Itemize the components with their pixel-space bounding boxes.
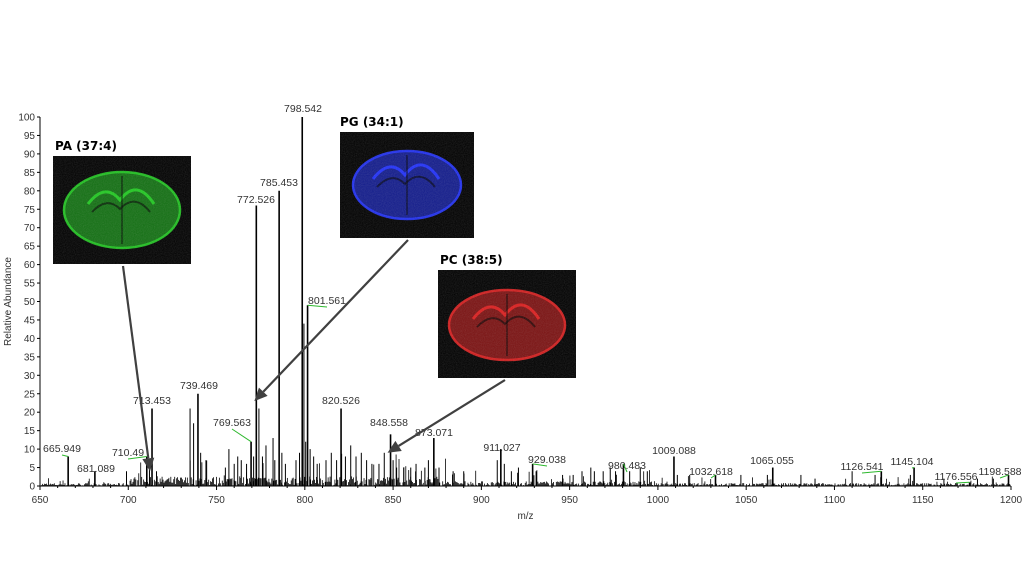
y-tick-label: 0 — [29, 482, 35, 493]
peak-leader-line — [710, 474, 716, 479]
y-tick-label: 25 — [24, 389, 36, 400]
inset-arrow-head — [142, 457, 155, 472]
inset-arrow-head — [254, 387, 268, 402]
y-tick-label: 15 — [24, 426, 36, 437]
tissue-inset: PC (38:5) — [438, 253, 576, 378]
x-tick-label: 700 — [120, 495, 137, 506]
y-tick-label: 35 — [24, 352, 36, 363]
peak-label: 848.558 — [370, 417, 408, 429]
inset-title: PA (37:4) — [55, 139, 117, 153]
inset-arrow-shaft — [121, 265, 150, 459]
peak-leader-line — [955, 481, 970, 484]
y-tick-label: 10 — [24, 445, 36, 456]
peak-leader-line — [127, 455, 147, 460]
tissue-inset: PG (34:1) — [340, 115, 474, 238]
y-tick-label: 55 — [24, 279, 36, 290]
peak-label: 1126.541 — [840, 461, 883, 473]
x-tick-label: 1000 — [647, 495, 670, 506]
peak-leader-line — [231, 428, 252, 443]
y-tick-label: 70 — [24, 223, 36, 234]
y-tick-label: 45 — [24, 315, 36, 326]
y-tick-label: 60 — [24, 260, 36, 271]
inset-arrows — [121, 239, 506, 472]
y-tick-label: 50 — [24, 297, 36, 308]
peak-leader-line — [532, 463, 548, 467]
peak-labels: 665.949 681.089 710.49 713.453 739.469 769.56… — [43, 103, 1022, 484]
y-tick-label: 30 — [24, 371, 36, 382]
peak-leader-line — [61, 454, 69, 457]
peak-label: 713.453 — [133, 395, 171, 407]
peak-leader-line — [622, 463, 628, 473]
y-tick-label: 40 — [24, 334, 36, 345]
inset-title: PC (38:5) — [440, 253, 503, 267]
peak-label: 710.49 — [112, 447, 144, 459]
peak-label: 929.038 — [528, 454, 566, 466]
tissue-image-insets: PA (37:4) PG (34:1) PC (38:5) — [53, 115, 576, 378]
inset-texture — [340, 132, 474, 238]
x-tick-label: 1050 — [735, 495, 758, 506]
inset-arrow-shaft — [262, 239, 409, 393]
y-axis-title: Relative Abundance — [3, 257, 14, 346]
peak-label: 1145.104 — [890, 456, 933, 468]
peak-label: 798.542 — [284, 103, 322, 115]
x-tick-label: 1150 — [912, 495, 934, 506]
inset-arrow-shaft — [398, 379, 506, 447]
peak-label: 769.563 — [213, 417, 251, 429]
peak-label: 1176.556 — [934, 471, 977, 483]
x-tick-label: 800 — [296, 495, 313, 506]
x-tick-label: 650 — [32, 495, 49, 506]
y-tick-label: 65 — [24, 242, 36, 253]
peak-label: 681.089 — [77, 463, 115, 475]
tissue-inset: PA (37:4) — [53, 139, 191, 264]
peak-label: 980.483 — [608, 460, 646, 472]
peak-label: 785.453 — [260, 177, 298, 189]
x-tick-label: 850 — [385, 495, 402, 506]
x-tick-label: 750 — [208, 495, 225, 506]
y-tick-label: 5 — [29, 463, 35, 474]
axes: 0 5 10 15 20 25 30 35 40 45 50 55 60 65 70 75 80 85 90 95 10… — [3, 113, 1023, 523]
peak-label: 1009.088 — [652, 445, 696, 457]
y-tick-label: 100 — [18, 113, 35, 124]
peak-label: 801.561 — [308, 295, 346, 307]
peak-leader-line — [307, 304, 328, 308]
peak-label: 772.526 — [237, 194, 275, 206]
y-tick-label: 75 — [24, 205, 36, 216]
inset-title: PG (34:1) — [340, 115, 404, 129]
peak-label: 1032.618 — [689, 466, 733, 478]
peak-label: 1065.055 — [750, 455, 794, 467]
y-tick-label: 20 — [24, 408, 36, 419]
peak-leader-line — [861, 470, 882, 474]
inset-texture — [438, 270, 576, 378]
y-tick-label: 90 — [24, 149, 36, 160]
x-tick-label: 1100 — [824, 495, 846, 506]
inset-texture — [53, 156, 191, 264]
x-tick-label: 950 — [561, 495, 578, 506]
peak-label: 1198.588 — [978, 466, 1021, 478]
spectrum-peaks — [41, 117, 1011, 486]
y-tick-label: 85 — [24, 168, 36, 179]
peak-leader-line — [999, 474, 1009, 479]
y-tick-label: 80 — [24, 186, 36, 197]
x-tick-label: 900 — [473, 495, 490, 506]
peak-label: 665.949 — [43, 443, 81, 455]
y-tick-label: 95 — [24, 131, 36, 142]
peak-label: 911.027 — [483, 442, 520, 454]
x-axis-title: m/z — [517, 511, 533, 522]
inset-arrow-head — [387, 440, 402, 453]
peak-label: 739.469 — [180, 380, 218, 392]
x-tick-label: 1200 — [1000, 495, 1023, 506]
peak-label: 820.526 — [322, 395, 360, 407]
